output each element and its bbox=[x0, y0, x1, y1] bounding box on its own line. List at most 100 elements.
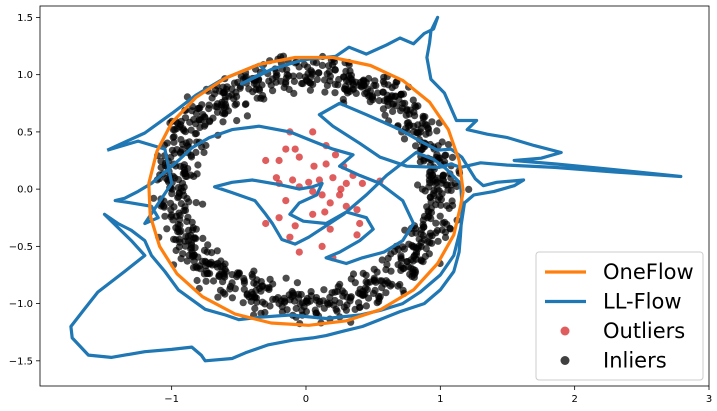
inlier-point bbox=[410, 243, 418, 251]
outlier-point bbox=[282, 145, 290, 153]
outlier-point bbox=[275, 156, 283, 165]
inlier-point bbox=[326, 293, 334, 301]
inlier-point bbox=[283, 66, 291, 74]
inlier-point bbox=[211, 260, 219, 268]
inlier-point bbox=[240, 285, 248, 293]
inlier-point bbox=[157, 163, 165, 172]
outlier-point bbox=[291, 222, 299, 230]
inlier-point bbox=[187, 238, 196, 247]
outlier-point bbox=[315, 176, 323, 184]
inlier-point bbox=[209, 277, 218, 285]
inlier-point bbox=[163, 139, 171, 147]
inlier-point bbox=[389, 100, 397, 109]
inlier-point bbox=[324, 300, 332, 308]
inlier-point bbox=[226, 285, 234, 293]
inlier-point bbox=[150, 194, 158, 202]
inlier-point bbox=[331, 288, 339, 296]
outlier-point bbox=[275, 214, 283, 222]
inlier-point bbox=[444, 141, 453, 149]
outlier-point bbox=[358, 179, 366, 187]
inlier-point bbox=[333, 307, 341, 315]
inlier-point bbox=[371, 286, 379, 294]
inlier-point bbox=[427, 215, 435, 223]
inlier-point bbox=[170, 138, 178, 146]
inlier-point bbox=[219, 118, 227, 126]
legend-label: OneFlow bbox=[603, 260, 694, 284]
inlier-point bbox=[267, 81, 275, 89]
inlier-point bbox=[252, 294, 260, 302]
inlier-point bbox=[400, 135, 409, 143]
outlier-point bbox=[309, 187, 317, 195]
y-axis: −1.5 −1.0 −0.5 0.0 0.5 1.0 1.5 bbox=[9, 13, 40, 367]
inlier-point bbox=[199, 200, 207, 208]
outlier-point bbox=[286, 233, 294, 241]
inlier-point bbox=[412, 229, 420, 237]
inliers-series bbox=[150, 52, 473, 328]
inlier-point bbox=[192, 148, 200, 156]
inlier-point bbox=[383, 261, 391, 269]
inlier-point bbox=[221, 290, 229, 298]
inlier-point bbox=[219, 278, 227, 286]
inlier-point bbox=[387, 250, 395, 258]
inlier-point bbox=[307, 288, 315, 296]
inlier-point bbox=[256, 284, 264, 292]
inlier-point bbox=[359, 291, 367, 299]
inlier-point bbox=[376, 277, 384, 285]
inlier-point bbox=[176, 216, 184, 224]
inlier-point bbox=[374, 89, 382, 97]
inlier-point bbox=[309, 80, 317, 88]
boundary-lines bbox=[69, 15, 683, 363]
inlier-point bbox=[178, 145, 186, 154]
inlier-point bbox=[382, 289, 390, 297]
inlier-point bbox=[441, 233, 450, 242]
inlier-point bbox=[418, 119, 426, 127]
inlier-point bbox=[409, 96, 417, 104]
inlier-point bbox=[176, 238, 184, 246]
inlier-point bbox=[315, 300, 323, 308]
inlier-point bbox=[340, 73, 348, 81]
inlier-point bbox=[277, 77, 285, 85]
inlier-point bbox=[163, 225, 171, 233]
inlier-point bbox=[202, 267, 210, 275]
inlier-point bbox=[416, 158, 424, 166]
inlier-point bbox=[379, 105, 387, 113]
inlier-point bbox=[192, 129, 200, 138]
inlier-point bbox=[376, 293, 384, 301]
outlier-point bbox=[329, 174, 337, 182]
inlier-point bbox=[241, 100, 249, 109]
inlier-point bbox=[268, 75, 276, 83]
inlier-point bbox=[331, 89, 339, 97]
inlier-point bbox=[402, 111, 410, 119]
inlier-point bbox=[177, 136, 185, 144]
inlier-point bbox=[181, 206, 190, 214]
inlier-point bbox=[399, 264, 407, 273]
inlier-point bbox=[192, 225, 200, 233]
inlier-point bbox=[213, 108, 222, 116]
y-tick-label: −1.5 bbox=[9, 356, 33, 367]
inlier-point bbox=[233, 117, 241, 125]
inlier-point bbox=[243, 112, 251, 120]
x-tick-label: 2 bbox=[571, 394, 577, 405]
inlier-point bbox=[334, 81, 342, 89]
inlier-point bbox=[434, 142, 442, 150]
inlier-point bbox=[200, 122, 208, 130]
inlier-point bbox=[194, 161, 202, 169]
legend-label: LL-Flow bbox=[603, 290, 682, 314]
inlier-point bbox=[220, 270, 228, 278]
inlier-point bbox=[434, 237, 442, 245]
inlier-point bbox=[208, 249, 216, 257]
inlier-point bbox=[181, 242, 190, 250]
inlier-point bbox=[381, 111, 389, 119]
outlier-point bbox=[305, 178, 313, 186]
inlier-point bbox=[342, 67, 350, 75]
legend: OneFlow LL-Flow Outliers Inliers bbox=[535, 251, 704, 381]
inlier-point bbox=[231, 285, 239, 293]
inlier-point bbox=[370, 81, 378, 90]
inlier-point bbox=[202, 277, 210, 285]
outlier-point bbox=[326, 199, 334, 207]
inlier-point bbox=[445, 204, 453, 212]
inlier-point bbox=[446, 224, 454, 232]
inlier-point bbox=[320, 76, 329, 84]
inlier-point bbox=[179, 125, 187, 133]
